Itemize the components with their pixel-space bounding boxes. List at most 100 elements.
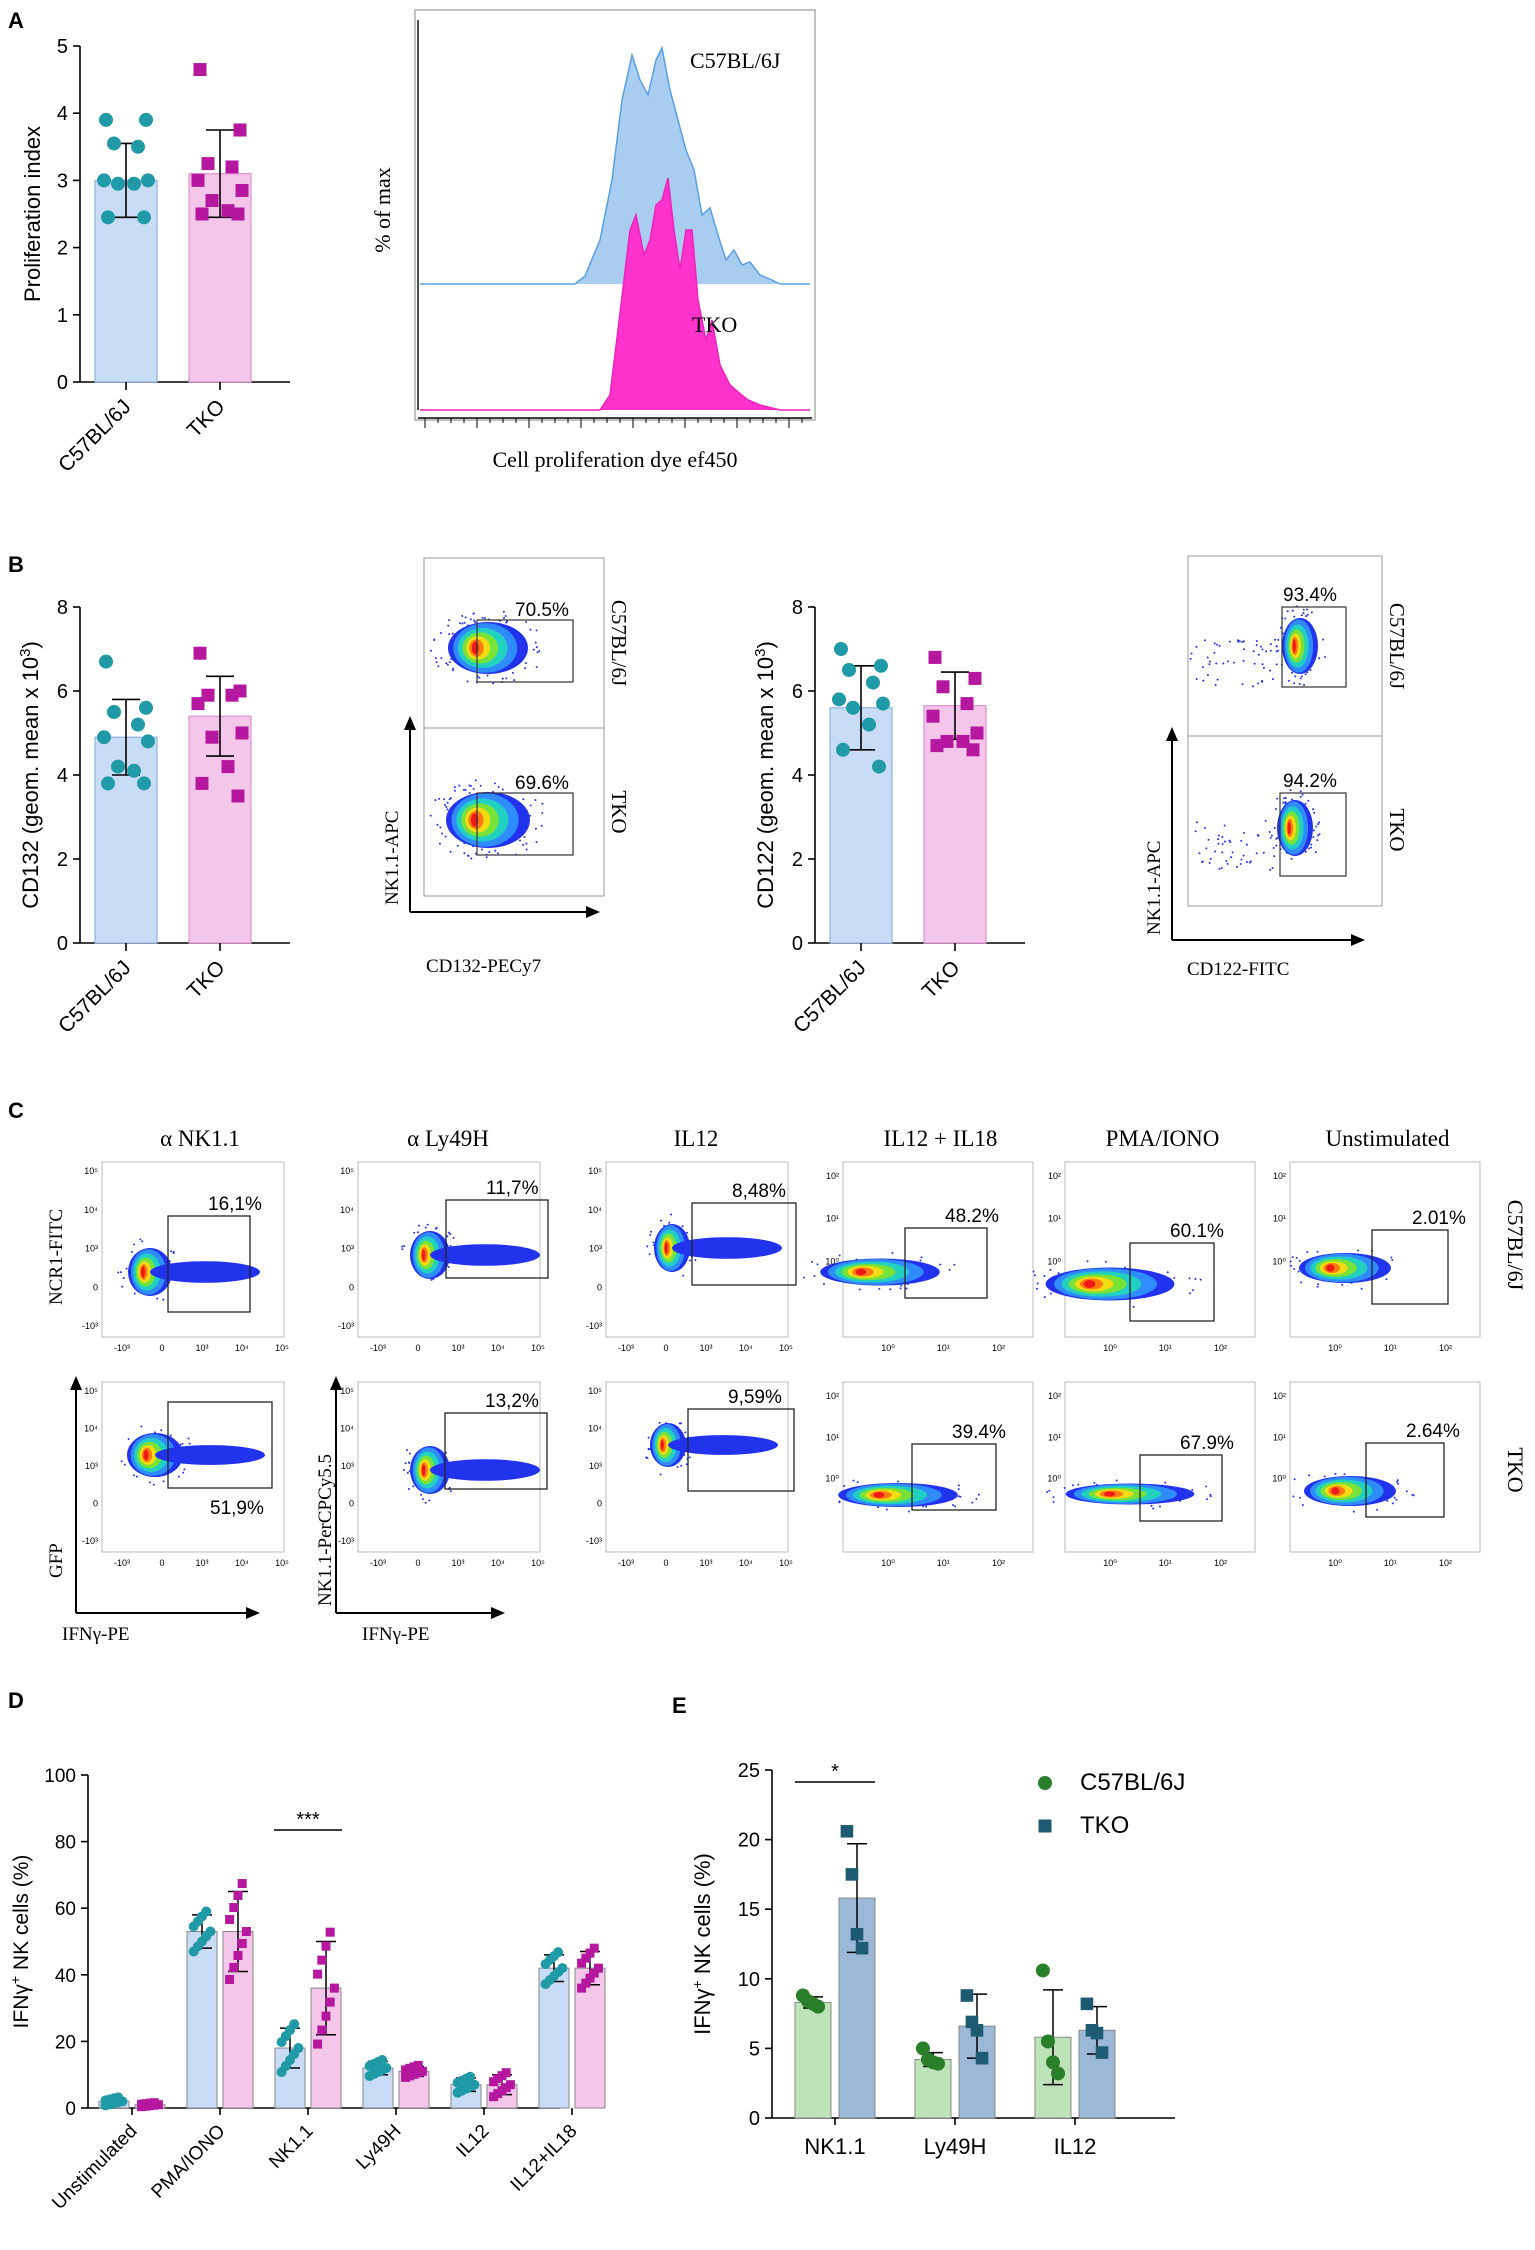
- tick-label: 10⁰: [881, 1343, 895, 1353]
- flow-c-1-0-dot: [424, 1226, 427, 1229]
- flow-cd132-wt-dot: [486, 674, 489, 677]
- tick-label: 10³: [451, 1343, 464, 1353]
- data-point-wt: [131, 139, 145, 154]
- flow-cd122-wt-dot: [1286, 610, 1289, 613]
- tick-label: 0: [597, 1499, 602, 1509]
- flow-c-5-0-dot: [1316, 1285, 1319, 1288]
- chart-a-proliferation: 0 1 2 3 4 5 C57BL/6J TKO Proliferation index: [20, 36, 290, 477]
- flow-c-3-1-dot: [959, 1495, 962, 1498]
- y-tick-label: 6: [792, 681, 803, 703]
- flow-c-1-1-dot: [408, 1452, 411, 1455]
- data-point-tko: [970, 726, 984, 740]
- flow-scatter-dot: [1240, 858, 1243, 861]
- flow-cd132-tko-dot: [472, 845, 475, 848]
- y-tick-label: 5: [749, 2038, 760, 2060]
- flow-scatter-dot: [1216, 678, 1219, 681]
- flow-cd132-tko-dot: [453, 789, 456, 792]
- flow-cd122-wt-dot: [1306, 671, 1309, 674]
- tick-label: -10³: [618, 1343, 634, 1353]
- flow-cd122-wt-dot: [1291, 671, 1294, 674]
- tick-label: 10²: [1439, 1343, 1452, 1353]
- data-point-wt: [139, 700, 153, 715]
- flow-cd132-tko-dot: [439, 826, 442, 829]
- flow-cd132-wt-dot: [463, 621, 466, 624]
- flow-cd132-wt-dot: [469, 618, 472, 621]
- tick-label: 10⁵: [588, 1386, 602, 1396]
- flow-y-label-top: NCR1-FITC: [46, 1209, 67, 1305]
- flow-c-1-0-dot: [426, 1223, 429, 1226]
- data-point-tko: [585, 1973, 595, 1983]
- x-category-label: TKO: [183, 956, 230, 1003]
- y-tick-label: 4: [792, 765, 803, 787]
- tick-label: 10³: [341, 1461, 354, 1471]
- tick-label: 10⁰: [1328, 1558, 1342, 1568]
- flow-scatter-dot: [1255, 852, 1258, 855]
- flow-c-1-0-dot: [435, 1226, 438, 1229]
- tick-label: -10³: [338, 1321, 354, 1331]
- y-tick-label: 15: [738, 1899, 760, 1921]
- flow-c-4-1-dot: [1052, 1501, 1055, 1504]
- flow-x-label: IFNγ-PE: [62, 1624, 130, 1645]
- tick-label: 10⁵: [340, 1386, 354, 1396]
- data-point-wt: [101, 776, 115, 791]
- flow-c-2-0-dot: [652, 1244, 655, 1247]
- flow-cd132-wt-dot: [466, 680, 469, 683]
- data-point-wt: [113, 2092, 124, 2103]
- flow-c-4-1-dot: [1179, 1499, 1182, 1502]
- flow-scatter-dot: [1213, 651, 1216, 654]
- flow-scatter-dot: [1217, 838, 1220, 841]
- flow-c-5-0-layer: [1326, 1264, 1335, 1272]
- flow-c-4-0-dot: [1173, 1276, 1176, 1279]
- tick-label: 10⁴: [588, 1424, 602, 1434]
- tick-label: 0: [159, 1558, 164, 1568]
- flow-c-2-1-dot: [648, 1448, 651, 1451]
- significance-label: ***: [296, 1809, 320, 1831]
- flow-cd132-wt-dot: [445, 662, 448, 665]
- flow-cd122-tko-dot: [1312, 836, 1315, 839]
- flow-scatter-dot: [1269, 643, 1272, 646]
- flow-c-4-0-layer: [1083, 1280, 1096, 1288]
- data-point-tko: [585, 1948, 595, 1958]
- flow-c-0-0-dot: [117, 1271, 120, 1274]
- bar-wt: [186, 1931, 218, 2109]
- flow-c-0-1-dot: [187, 1437, 190, 1440]
- flow-c-5-1-dot: [1396, 1480, 1399, 1483]
- gate-label: 2.01%: [1412, 1208, 1466, 1229]
- flow-scatter-dot: [1275, 837, 1278, 840]
- flow-cd122-wt-dot: [1302, 612, 1305, 615]
- tick-label: 10¹: [826, 1214, 839, 1224]
- flow-c-1-0-dot: [430, 1278, 433, 1281]
- tick-label: -10³: [586, 1321, 602, 1331]
- flow-c-4-0-dot: [1043, 1296, 1046, 1299]
- flow-c-grid: α NK1.1 16,1% 10⁵ 10⁴ 10³ 0 -10³ -10³ 0 10³ 10⁴ 10⁵…: [46, 1126, 1528, 1645]
- flow-c-5-0-dot: [1290, 1264, 1293, 1267]
- flow-c-4-1-dot: [1205, 1485, 1208, 1488]
- tick-label: 0: [415, 1558, 420, 1568]
- data-point-wt: [377, 2055, 388, 2066]
- flow-c-1-1-dot: [408, 1461, 411, 1464]
- flow-c-5-0-dot: [1356, 1249, 1359, 1252]
- panel-label-b: B: [8, 552, 24, 577]
- flow-cd122-tko-dot: [1304, 802, 1307, 805]
- flow-c-0-1-dot: [133, 1474, 136, 1477]
- flow-cd132-wt-dot: [538, 649, 541, 652]
- data-point-tko: [930, 739, 944, 753]
- flow-c-0-0-dot: [172, 1251, 175, 1254]
- data-point-tko: [589, 1943, 599, 1953]
- flow-c-4-0-dot: [1191, 1289, 1194, 1292]
- tick-label: 10⁰: [1103, 1558, 1117, 1568]
- flow-frame: [1064, 1381, 1256, 1553]
- data-point-wt: [557, 1963, 568, 1974]
- tick-label: -10³: [338, 1536, 354, 1546]
- chart-d-ifng: 0 20 40 60 80 100 Unstimulated PMA/IONO NK1.1 Ly4…: [7, 1766, 606, 2214]
- flow-cd132-tko-dot: [488, 851, 491, 854]
- flow-c-1-1-dot: [408, 1470, 411, 1473]
- flow-c-3-1-dot: [957, 1495, 960, 1498]
- y-label-main: CD122 (geom. mean x 10: [753, 657, 778, 909]
- data-point-tko: [205, 730, 219, 744]
- flow-cd132-wt-dot: [461, 615, 464, 618]
- flow-c-4-1-dot: [1209, 1495, 1212, 1498]
- data-point-tko: [229, 1962, 239, 1972]
- data-point-wt: [1046, 2055, 1060, 2070]
- flow-c-3-1-dot: [971, 1501, 974, 1504]
